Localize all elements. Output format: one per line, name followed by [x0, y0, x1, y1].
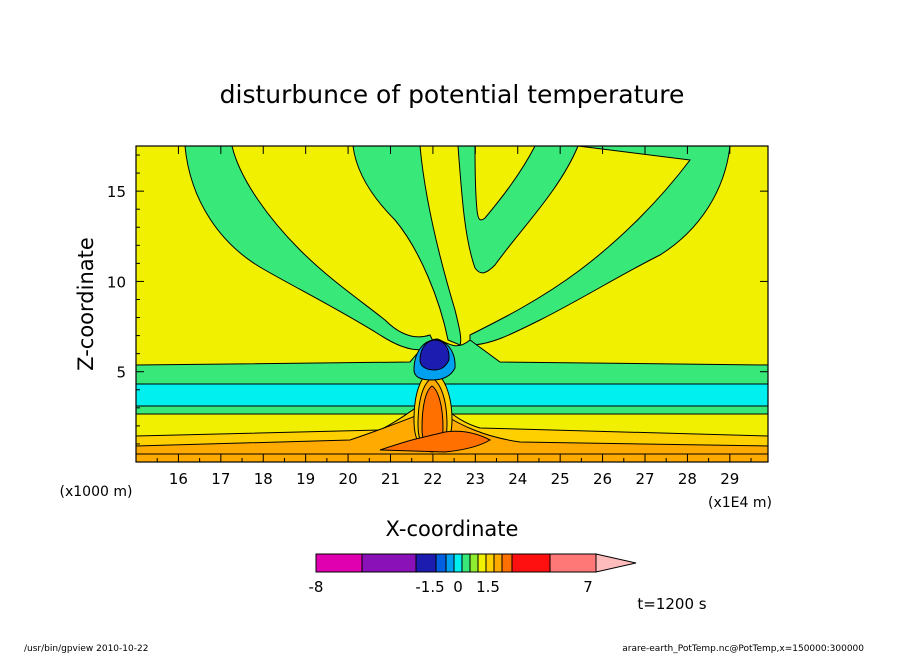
colorbar-segment [415, 553, 437, 573]
colorbar-segment [501, 553, 513, 573]
x-tick-label: 22 [423, 470, 442, 488]
colorbar-label: 0 [453, 578, 463, 596]
y-tick-marks [136, 154, 768, 445]
plot-frame [135, 145, 769, 463]
cold-core [419, 339, 450, 371]
warm-spread [379, 430, 492, 453]
footer-left: /usr/bin/gpview 2010-10-22 [24, 644, 148, 654]
colorbar-segment [453, 553, 463, 573]
colorbar [315, 553, 637, 573]
colorbar-segment [511, 553, 551, 573]
colorbar-segment [469, 553, 479, 573]
colorbar-segment [485, 553, 495, 573]
x-tick-label: 20 [339, 470, 358, 488]
warm-layer-3 [135, 453, 769, 463]
band-mid [135, 383, 769, 407]
plot-area [135, 145, 769, 463]
colorbar-labels: -8 -1.5 0 1.5 7 [309, 578, 593, 596]
x-tick-label: 28 [678, 470, 697, 488]
x-tick-label: 16 [169, 470, 188, 488]
colorbar-label: 7 [583, 578, 593, 596]
y-tick-labels: 5 10 15 [107, 183, 126, 382]
x-axis-label: X-coordinate [386, 517, 519, 541]
colorbar-segment [361, 553, 417, 573]
time-label: t=1200 s [637, 595, 706, 613]
x-tick-labels: 16 17 18 19 20 21 22 23 24 25 26 27 28 29 [169, 470, 740, 488]
y-tick-label: 15 [107, 183, 126, 201]
x-tick-label: 27 [635, 470, 654, 488]
x-tick-label: 21 [381, 470, 400, 488]
plume-center-hole [474, 145, 536, 221]
chart-title: disturbunce of potential temperature [220, 80, 685, 109]
y-axis-label: Z-coordinate [74, 237, 98, 371]
colorbar-label: -1.5 [415, 578, 444, 596]
x-tick-label: 26 [593, 470, 612, 488]
colorbar-segment [477, 553, 487, 573]
x-tick-label: 18 [254, 470, 273, 488]
y-tick-label: 5 [116, 364, 126, 382]
colorbar-segment [445, 553, 455, 573]
y-tick-label: 10 [107, 273, 126, 291]
x-tick-label: 23 [466, 470, 485, 488]
x-axis-unit: (x1E4 m) [708, 495, 772, 511]
plume-center-left [352, 145, 462, 346]
x-tick-label: 25 [551, 470, 570, 488]
colorbar-segment [435, 553, 447, 573]
x-tick-label: 24 [508, 470, 527, 488]
footer-right: arare-earth_PotTemp.nc@PotTemp,x=150000:… [622, 644, 864, 654]
y-axis-unit: (x1000 m) [60, 484, 133, 500]
colorbar-segment [493, 553, 503, 573]
colorbar-label: -8 [309, 578, 324, 596]
colorbar-arrow [595, 553, 637, 573]
colorbar-segment [315, 553, 363, 573]
x-tick-label: 17 [211, 470, 230, 488]
x-tick-label: 29 [720, 470, 739, 488]
colorbar-segment [549, 553, 597, 573]
plume-right [469, 145, 731, 346]
colorbar-segment [461, 553, 471, 573]
x-tick-marks [156, 146, 752, 462]
colorbar-label: 1.5 [476, 578, 500, 596]
x-tick-label: 19 [296, 470, 315, 488]
